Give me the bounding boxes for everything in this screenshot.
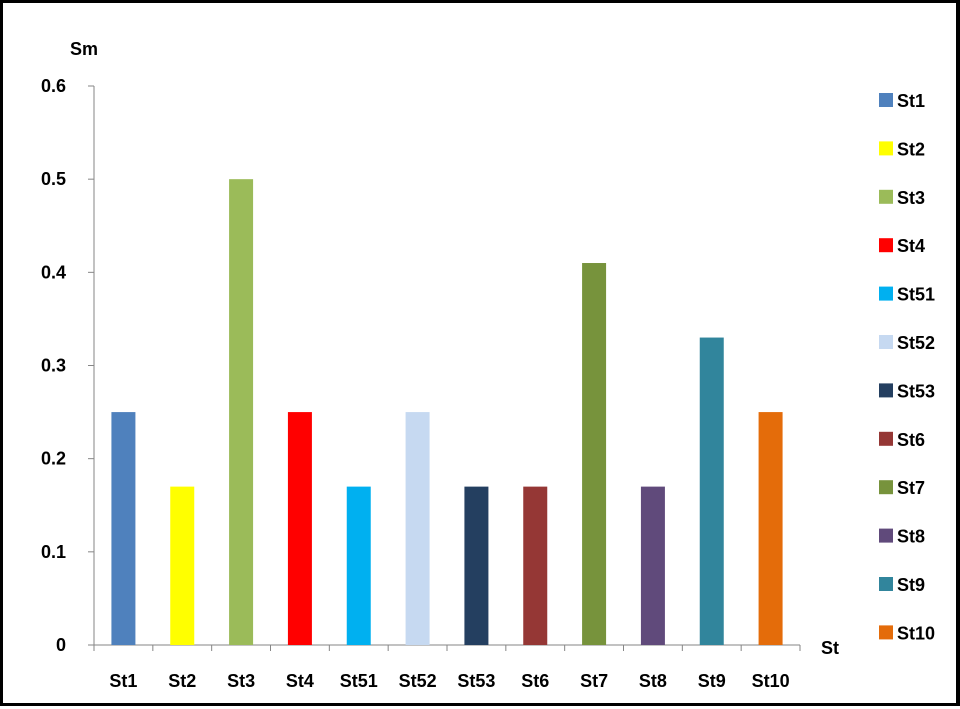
bar-st4 (287, 412, 312, 645)
bar-st7 (582, 263, 607, 645)
x-tick-label: St6 (521, 671, 549, 691)
bar-st51 (346, 486, 371, 645)
y-tick-label: 0 (56, 635, 66, 655)
legend-swatch (879, 141, 893, 156)
legend-label: St9 (897, 575, 925, 595)
bar-st9 (699, 337, 724, 645)
bar-st6 (523, 486, 548, 645)
x-tick-label: St10 (752, 671, 790, 691)
bar-st53 (464, 486, 489, 645)
legend-swatch (879, 625, 893, 640)
x-tick-label: St3 (227, 671, 255, 691)
legend-label: St8 (897, 527, 925, 547)
bar-st1 (111, 412, 136, 645)
bar-st8 (640, 486, 665, 645)
y-tick-label: 0.2 (41, 449, 66, 469)
legend-label: St53 (897, 381, 935, 401)
x-tick-label: St52 (399, 671, 437, 691)
x-tick-label: St9 (698, 671, 726, 691)
legend-swatch (879, 383, 893, 398)
legend-swatch (879, 577, 893, 591)
legend-swatch (879, 431, 893, 446)
y-tick-label: 0.6 (41, 76, 66, 96)
legend-label: St4 (897, 236, 925, 256)
legend-label: St7 (897, 478, 925, 498)
x-axis-title: St (821, 638, 839, 658)
legend-swatch (879, 189, 893, 204)
legend-label: St51 (897, 285, 935, 305)
legend-swatch (879, 93, 893, 107)
x-tick-label: St1 (109, 671, 137, 691)
y-tick-label: 0.4 (41, 262, 66, 282)
legend: St1 St2 St3 St4 St51 St52 St53 St6 St7 St8 St9 St10 (879, 91, 935, 643)
legend-label: St10 (897, 623, 935, 643)
legend-swatch (879, 480, 893, 495)
y-tick-label: 0.3 (41, 356, 66, 376)
legend-label: St2 (897, 139, 925, 159)
legend-swatch (879, 335, 893, 349)
bar-st52 (405, 412, 430, 645)
legend-label: St6 (897, 430, 925, 450)
legend-label: St3 (897, 188, 925, 208)
bar-st3 (229, 179, 254, 645)
bar-st10 (758, 412, 783, 645)
x-tick-label: St53 (457, 671, 495, 691)
x-tick-label: St51 (340, 671, 378, 691)
legend-swatch (879, 238, 893, 253)
plot-area: 0 0.1 0.2 0.3 0.4 0.5 0.6 St1 St2 St3 St4 St51 St52 S… (41, 76, 801, 691)
y-tick-label: 0.5 (41, 169, 66, 189)
legend-label: St1 (897, 91, 925, 111)
legend-label: St52 (897, 333, 935, 353)
y-tick-label: 0.1 (41, 542, 66, 562)
y-axis-title: Sm (70, 39, 98, 59)
x-tick-label: St7 (580, 671, 608, 691)
x-tick-label: St2 (168, 671, 196, 691)
legend-swatch (879, 286, 893, 301)
x-tick-label: St4 (286, 671, 314, 691)
bar-chart: Sm St 0 0.1 0.2 0.3 0.4 0.5 0.6 St1 St2 St3 St4 St5… (41, 39, 935, 691)
x-tick-label: St8 (639, 671, 667, 691)
legend-swatch (879, 528, 893, 543)
bar-st2 (170, 486, 195, 645)
